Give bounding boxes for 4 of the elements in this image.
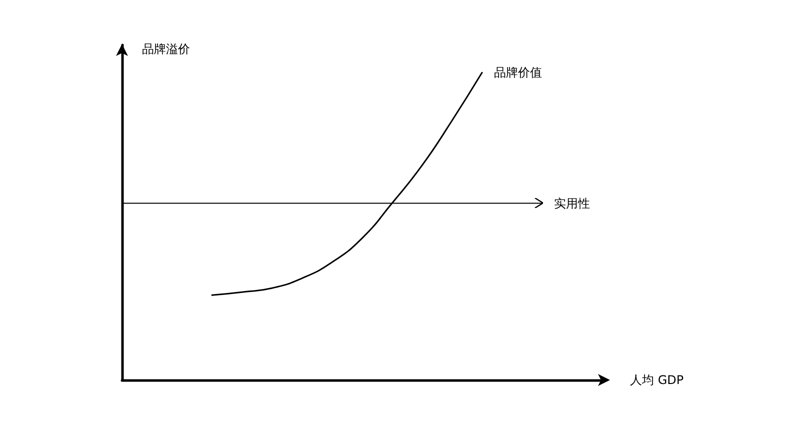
series-label: 实用性	[554, 196, 590, 210]
series-label: 品牌价值	[494, 66, 542, 80]
x-axis-title: 人均 GDP	[630, 373, 684, 387]
y-axis-title: 品牌溢价	[142, 42, 190, 56]
